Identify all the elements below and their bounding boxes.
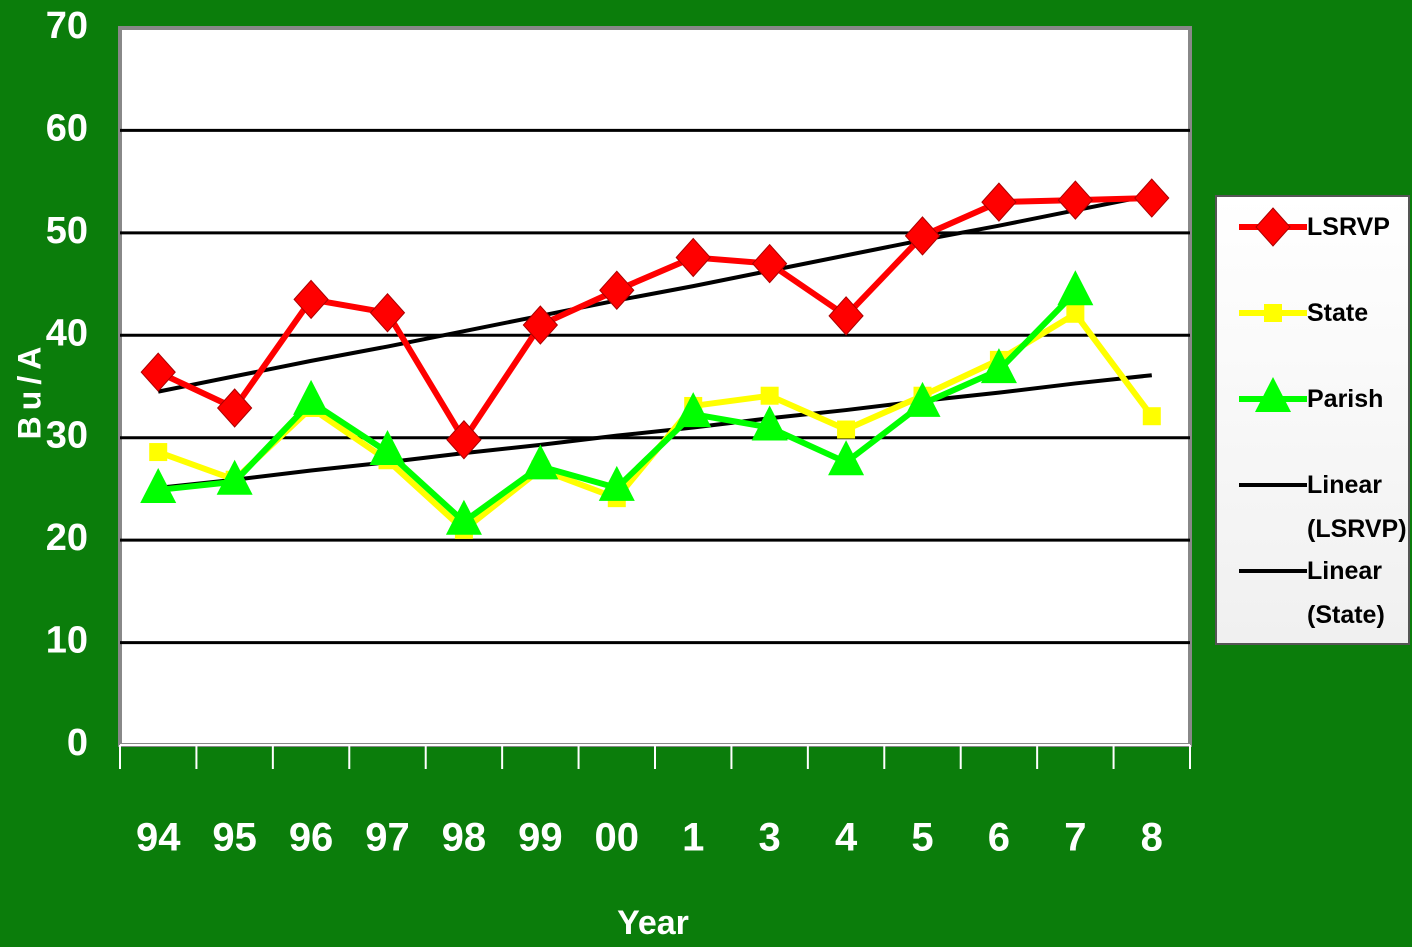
x-tick-label: 99 — [518, 816, 563, 860]
marker — [751, 405, 788, 441]
marker — [828, 296, 864, 336]
y-tick-label: 10 — [46, 620, 88, 662]
y-tick-label: 0 — [67, 722, 88, 764]
y-tick-label: 30 — [46, 415, 88, 457]
legend-label: Linear (State) — [1307, 557, 1385, 629]
legend-swatch — [1239, 377, 1307, 412]
legend-label: State — [1307, 299, 1369, 327]
x-tick-label: 8 — [1141, 816, 1163, 860]
legend-item: LSRVP — [1237, 205, 1412, 249]
y-axis-label: Bu/A — [11, 341, 47, 440]
marker — [599, 270, 635, 310]
marker — [904, 381, 941, 417]
legend-item: Linear (State) — [1237, 549, 1412, 637]
marker — [751, 243, 788, 284]
legend: LSRVP State Parish Linear (LSRVP) Linear (St… — [1215, 195, 1410, 645]
plot-area — [118, 26, 1192, 747]
marker — [149, 443, 168, 462]
x-tick-label: 6 — [988, 816, 1010, 860]
y-tick-label: 40 — [46, 312, 88, 354]
marker — [598, 465, 635, 501]
x-tick-label: 95 — [212, 816, 257, 860]
marker — [140, 467, 177, 503]
marker — [216, 459, 253, 495]
marker — [1255, 207, 1291, 247]
marker — [293, 379, 330, 415]
marker — [369, 293, 406, 333]
marker — [1142, 407, 1161, 426]
y-tick-label: 70 — [46, 5, 88, 47]
marker — [760, 386, 779, 405]
marker — [369, 430, 406, 466]
marker — [1057, 180, 1094, 220]
marker — [293, 279, 329, 320]
marker — [1264, 304, 1282, 322]
y-tick-label: 60 — [46, 107, 88, 149]
legend-item: State — [1237, 291, 1412, 335]
marker — [1066, 304, 1085, 323]
trend-line — [158, 373, 1153, 490]
marker — [522, 444, 559, 480]
legend-label: LSRVP — [1307, 213, 1390, 241]
marker — [904, 216, 941, 256]
x-tick-label: 4 — [835, 816, 858, 860]
marker — [980, 348, 1017, 384]
marker — [216, 388, 253, 428]
marker — [837, 420, 856, 439]
legend-label: Linear (LSRVP) — [1307, 471, 1407, 543]
x-tick-label: 5 — [911, 816, 933, 860]
y-tick-label: 20 — [46, 517, 88, 559]
legend-label: Parish — [1307, 385, 1384, 413]
legend-swatch — [1239, 207, 1307, 247]
x-tick-label: 00 — [595, 816, 640, 860]
y-tick-label: 50 — [46, 210, 88, 252]
x-tick-label: 97 — [365, 816, 410, 860]
x-tick-label: 96 — [289, 816, 334, 860]
x-axis-label: Year — [617, 904, 689, 942]
marker — [140, 352, 176, 392]
legend-item: Linear (LSRVP) — [1237, 463, 1412, 551]
marker — [1057, 270, 1094, 306]
x-tick-label: 1 — [682, 816, 704, 860]
legend-swatch — [1239, 569, 1307, 573]
legend-swatch — [1239, 483, 1307, 487]
x-tick-label: 98 — [442, 816, 487, 860]
marker — [675, 392, 712, 428]
legend-item: Parish — [1237, 377, 1412, 421]
marker — [446, 420, 482, 460]
marker — [828, 440, 865, 476]
x-tick-label: 94 — [136, 816, 181, 860]
marker — [1134, 178, 1170, 218]
marker — [675, 237, 711, 278]
legend-swatch — [1239, 304, 1307, 322]
marker — [522, 305, 559, 345]
marker — [981, 182, 1017, 222]
marker — [445, 499, 482, 535]
x-tick-label: 7 — [1064, 816, 1086, 860]
trend-line — [157, 192, 1153, 394]
marker — [1255, 377, 1291, 412]
x-tick-label: 3 — [759, 816, 781, 860]
